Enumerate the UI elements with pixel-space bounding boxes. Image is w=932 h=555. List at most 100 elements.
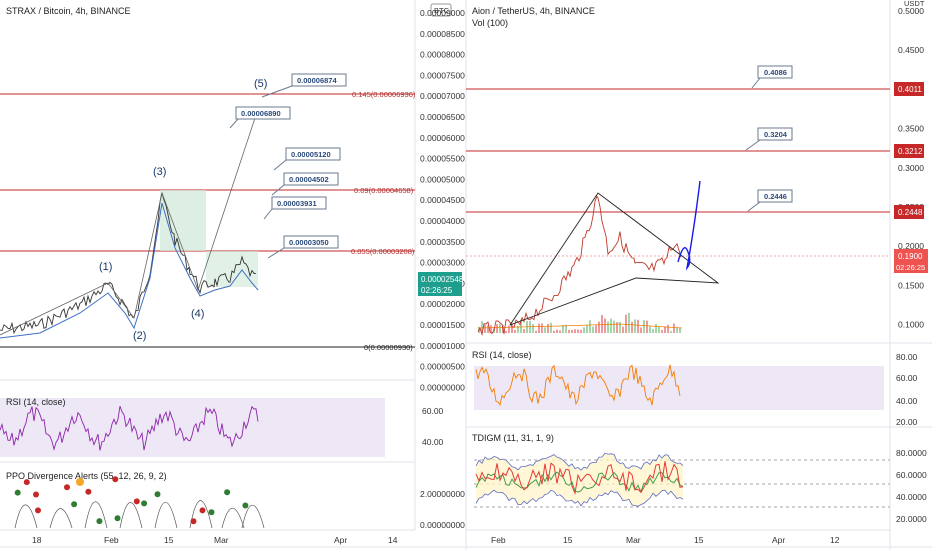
right-badge-0245-text: 0.2448 [898,208,923,217]
right-currency: USDT [904,0,925,8]
right-title: Aion / TetherUS, 4h, BINANCE [472,6,595,16]
left-price-tick: 0.00009000 [420,8,465,18]
right-tdi-tick-20: 20.0000 [896,514,927,524]
right-badge-0321-text: 0.3212 [898,147,923,156]
right-price-tick: 0.4500 [898,45,924,55]
right-callout-3-text: 0.2446 [764,192,787,201]
right-badge-0401-text: 0.4011 [898,85,922,94]
left-price-tick: 0.00002000 [420,299,465,309]
left-rsi-line [0,405,259,451]
left-price-tick: 0.00000500 [420,362,465,372]
wave-label-4: (4) [191,308,204,320]
right-time-15a: 15 [563,535,573,545]
left-chart[interactable]: STRAX / Bitcoin, 4h, BINANCE BTC 0.145(0… [0,0,465,545]
left-price-tick: 0.00008000 [420,50,465,60]
right-price-tick: 0.1500 [898,280,924,290]
left-time-18: 18 [32,535,42,545]
left-price-tick: 0.00000000 [420,382,465,392]
right-badge-0245 [894,205,924,219]
elliott-wave-path[interactable] [0,108,259,336]
triangle-pattern[interactable] [509,192,720,326]
right-price-series [477,195,682,337]
left-callout-6[interactable]: 0.00003050 [267,235,339,259]
left-price-tick: 0.00004000 [420,216,465,226]
right-vol-label: Vol (100) [472,18,508,28]
right-callout-1[interactable]: 0.4086 [751,65,793,89]
right-tdi-tick-80: 80.0000 [896,448,927,458]
fib-label-0145: 0.145(0.00006936) [352,90,416,99]
right-price-badge [894,249,928,273]
right-callout-2[interactable]: 0.3204 [745,127,793,151]
left-callout-3[interactable]: 0.00005120 [273,147,341,171]
left-price-tick: 0.00003500 [420,237,465,247]
right-tdi-series [475,452,684,507]
left-rsi-tick-60: 60.00 [422,406,444,416]
left-price-tick: 0.00001000 [420,341,465,351]
right-badge-0401 [894,82,924,96]
left-price-tick: 0.00007000 [420,91,465,101]
right-callout-1-text: 0.4086 [764,68,787,77]
left-ppo-tick-0: 0.00000000 [420,520,465,530]
left-price-tick: 0.00004500 [420,195,465,205]
right-tdi-tick-40: 40.0000 [896,492,927,502]
left-ppo-title: PPO Divergence Alerts (55, 12, 26, 9, 2) [6,471,167,481]
left-time-14: 14 [388,535,398,545]
right-price-countdown: 02:26:25 [896,263,925,272]
right-price-tick: 0.2000 [898,241,924,251]
left-price-series [0,192,257,335]
right-rsi-tick-60: 60.00 [896,373,918,383]
left-price-tick: 0.00006500 [420,112,465,122]
right-time-15b: 15 [694,535,704,545]
right-price-value: 0.1900 [898,252,923,261]
left-callout-4[interactable]: 0.00004502 [271,172,339,196]
left-price-value: 0.00002548 [421,275,464,284]
right-rsi-title: RSI (14, close) [472,350,532,360]
right-time-apr: Apr [772,535,785,545]
left-time-15: 15 [164,535,174,545]
left-currency-label: BTC [434,6,450,15]
left-callout-1[interactable]: 0.00006874 [261,73,347,98]
consolidation-box-2 [206,251,258,287]
right-rsi-tick-80: 80.00 [896,352,918,362]
left-currency-badge [430,3,452,17]
right-time-mar: Mar [626,535,641,545]
left-rsi-tick-40: 40.00 [422,437,444,447]
left-ppo-tick-2: 2.00000000 [420,489,465,499]
left-callout-2-text: 0.00006890 [241,109,281,118]
left-callout-2[interactable]: 0.00006890 [229,106,291,129]
right-tdi-title: TDIGM (11, 31, 1, 9) [472,433,554,443]
left-time-apr: Apr [334,535,347,545]
left-rsi-band [0,398,385,457]
left-price-tick: 0.00005500 [420,154,465,164]
left-price-badge [418,272,462,296]
right-rsi-band [474,366,884,410]
left-callout-5-text: 0.00003931 [277,199,317,208]
right-rsi-line [475,364,681,407]
fib-label-0: 0(0.00000930) [364,343,413,352]
right-price-tick: 0.1000 [898,320,924,330]
left-time-feb: Feb [104,535,119,545]
wave-label-3: (3) [153,166,166,178]
right-callout-3[interactable]: 0.2446 [747,189,793,212]
left-callout-4-text: 0.00004502 [289,175,329,184]
left-callout-5[interactable]: 0.00003931 [263,196,327,220]
wave-label-2: (2) [133,330,146,342]
fib-label-0055: 0.055(0.00003208) [351,247,415,256]
left-ppo-series [14,476,265,529]
consolidation-box [160,190,206,251]
left-time-mar: Mar [214,535,229,545]
wave-label-1: (1) [99,261,112,273]
left-callout-1-text: 0.00006874 [297,76,337,85]
right-volume-bars [477,313,683,333]
right-time-12: 12 [830,535,840,545]
right-callout-2-text: 0.3204 [764,130,788,139]
fib-label-009: 0.09(0.00004658) [354,186,414,195]
left-price-tick: 0.00003000 [420,258,465,268]
left-price-tick: 0.00001500 [420,320,465,330]
right-price-ticks: 0.50000.45000.40000.35000.30000.25000.20… [898,6,924,330]
left-price-tick: 0.00008500 [420,29,465,39]
projection-path[interactable] [677,180,701,271]
left-price-ticks: 0.00009000 0.00008500 0.00008000 0.00007500… [420,8,465,392]
right-chart[interactable]: Aion / TetherUS, 4h, BINANCE Vol (100) U… [465,0,932,550]
